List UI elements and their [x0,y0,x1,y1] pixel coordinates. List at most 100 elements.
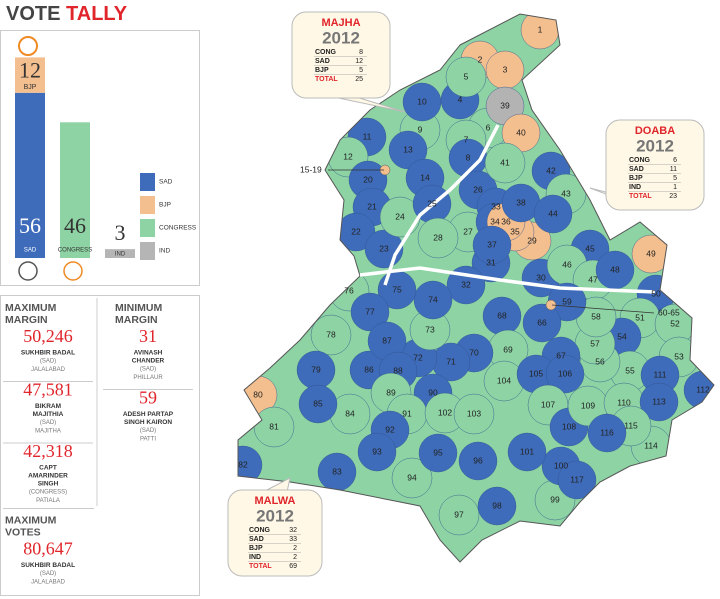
constituency-label: 45 [585,243,595,253]
constituency-label: 82 [238,459,248,469]
constituency-label: 59 [562,296,572,306]
row-party: BJP [629,175,643,182]
constituency-cell [472,225,512,265]
person-name: SUKHBIR BADAL [21,350,75,357]
constituency-label: 38 [516,197,526,207]
constituency-cell [391,457,433,499]
constituency-cell [477,486,517,526]
person-name: CAPT [39,465,57,472]
constituency-label: 51 [635,312,645,322]
constituency-label: 39 [500,100,510,110]
constituency-cell [557,460,597,500]
constituency-label: 10 [417,96,427,106]
constituency-label: 34 [490,216,500,226]
row-party: SAD [249,536,264,543]
constituency-label: 80 [253,389,263,399]
region-name: DOABA [635,125,675,137]
stat-value: 59 [139,388,157,408]
constituency-label: 20 [363,174,373,184]
constituency-label: 3 [503,64,508,74]
constituency-label: 70 [469,347,479,357]
constituency-cell [533,194,573,234]
constituency-label: 50 [651,288,661,298]
constituency-cell [484,142,526,184]
constituency-label: 43 [561,188,571,198]
constituency-label: 53 [674,351,684,361]
constituency-label: 40 [516,127,526,137]
constituency-label: 93 [372,446,382,456]
row-seats: 6 [673,157,677,164]
constituency-label: 87 [382,335,392,345]
callout-label: 60-65 [658,307,680,317]
bar-value: 56 [19,213,41,238]
stat-value: 47,581 [23,380,73,400]
constituency-label: 92 [385,424,395,434]
region-boundary [359,124,656,294]
callout-label: 15-19 [300,164,322,174]
constituency-label: 44 [548,208,558,218]
person-party: (SAD) [140,367,156,373]
constituency-label: 33 [491,201,501,211]
row-party: SAD [315,58,330,65]
person-name: ADESH PARTAP [123,411,174,418]
person-name: BIKRAM [35,403,61,410]
row-party: IND [249,554,261,561]
person-name: SINGH KAIRON [124,419,172,426]
row-seats: 8 [359,49,363,56]
constituency-label: 94 [407,472,417,482]
legend-swatch [140,173,155,191]
constituency-label: 22 [351,226,361,236]
constituency-label: 115 [624,420,638,430]
constituency-label: 97 [454,509,464,519]
region-name: MAJHA [321,17,360,29]
total-label: TOTAL [629,193,652,200]
legend-label: CONGRESS [159,225,197,232]
constituency-label: 4 [458,94,463,104]
constituency-label: 14 [420,172,430,182]
constituency-label: 42 [546,165,556,175]
bar-name: BJP [24,84,37,91]
constituency-label: 113 [652,396,666,406]
person-name: MAJITHIA [33,411,64,418]
row-seats: 2 [293,545,297,552]
constituency-label: 24 [395,211,405,221]
constituency-label: 91 [402,408,412,418]
constituency-label: 112 [696,384,710,394]
callout-box [605,119,705,211]
person-name: AMARINDER [28,473,68,480]
section-heading: MARGIN [115,314,158,326]
bar-value: 46 [64,213,86,238]
constituency-label: 46 [562,259,572,269]
constituency-label: 29 [527,235,537,245]
legend-swatch [140,219,155,237]
person-name: SUKHBIR BADAL [21,562,75,569]
row-seats: 5 [359,67,363,74]
total-label: TOTAL [249,563,272,570]
constituency-label: 84 [345,408,355,418]
constituency-label: 103 [467,408,481,418]
constituency-label: 107 [541,399,555,409]
constituency-label: 54 [617,331,627,341]
constituency-label: 98 [492,500,502,510]
person-name: AVINASH [134,350,163,357]
icon-lotus [18,36,38,56]
constituency-label: 86 [364,364,374,374]
constituency-label: 31 [486,257,496,267]
bar [15,92,45,258]
constituency-cell [298,384,338,424]
row-seats: 11 [670,166,677,173]
constituency-cell [522,303,562,343]
constituency-label: 76 [344,285,354,295]
constituency-label: 71 [446,356,456,366]
region-year: 2012 [322,28,360,47]
constituency-label: 57 [590,338,600,348]
person-party: (SAD) [40,420,56,426]
constituency-cell [545,354,585,394]
section-heading: VOTES [5,526,41,538]
title-part: TALLY [66,3,128,25]
person-seat: PATTI [140,437,156,443]
legend-label: IND [159,248,171,255]
constituency-label: 5 [464,71,469,81]
constituency-cell [445,56,487,98]
